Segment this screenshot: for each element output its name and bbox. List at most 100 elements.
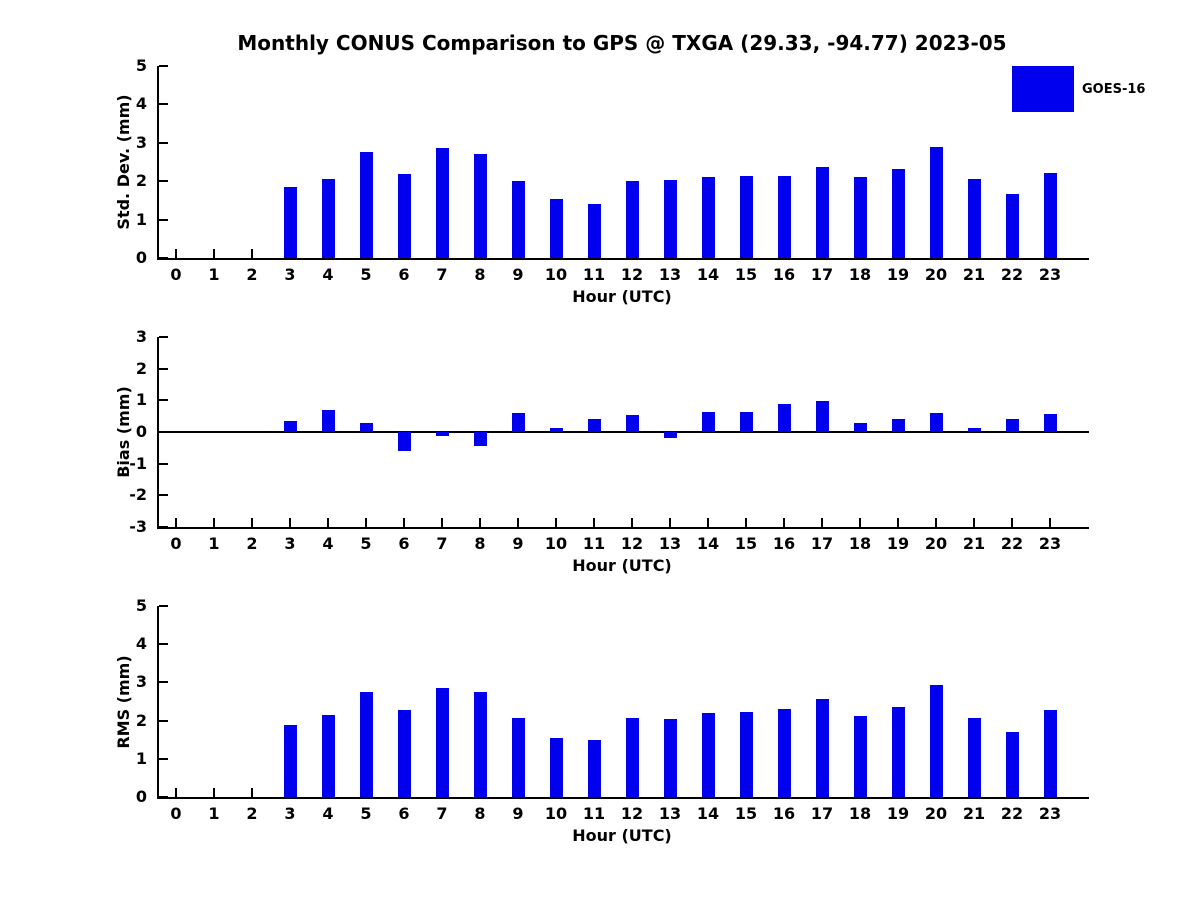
x-tick-label: 20: [924, 265, 948, 284]
bar-hour-6: [397, 173, 411, 258]
bar-hour-20: [929, 685, 943, 797]
x-tick-mark: [175, 249, 177, 258]
bar-hour-6: [397, 432, 411, 451]
x-tick-label: 5: [360, 265, 372, 284]
legend-swatch-goes-16: [1012, 66, 1074, 112]
bar-hour-13: [663, 718, 677, 797]
bar-hour-17: [815, 400, 829, 432]
bar-hour-16: [777, 403, 791, 432]
bar-hour-17: [815, 699, 829, 797]
x-tick-label: 10: [544, 265, 568, 284]
x-tick-mark: [175, 788, 177, 797]
x-axis-label-bias: Hour (UTC): [572, 556, 672, 575]
x-tick-label: 7: [436, 804, 448, 823]
x-axis-label-std-dev: Hour (UTC): [572, 287, 672, 306]
x-tick-label: 2: [246, 804, 258, 823]
x-tick-mark: [365, 518, 367, 527]
x-tick-label: 11: [582, 534, 606, 553]
bar-hour-13: [663, 432, 677, 438]
bar-hour-19: [891, 169, 905, 258]
x-tick-label: 17: [810, 265, 834, 284]
x-tick-label: 6: [398, 534, 410, 553]
x-tick-label: 23: [1038, 265, 1062, 284]
bar-hour-3: [283, 421, 297, 432]
y-tick-label: 0: [135, 422, 147, 441]
y-axis-label-rms: RMS (mm): [114, 655, 133, 749]
y-tick-label: 2: [135, 710, 147, 730]
bar-hour-9: [511, 717, 525, 797]
bar-hour-15: [739, 412, 753, 432]
x-tick-mark: [251, 788, 253, 797]
bar-hour-14: [701, 177, 715, 258]
x-tick-label: 16: [772, 534, 796, 553]
y-tick-label: 2: [135, 171, 147, 191]
x-tick-label: 0: [170, 804, 182, 823]
y-tick-mark: [159, 796, 168, 798]
x-tick-mark: [1011, 518, 1013, 527]
y-tick-label: 3: [135, 327, 147, 346]
bar-hour-4: [321, 178, 335, 258]
x-tick-mark: [289, 518, 291, 527]
y-tick-mark: [159, 103, 168, 106]
bar-hour-8: [473, 692, 487, 797]
x-tick-label: 11: [582, 265, 606, 284]
bar-hour-8: [473, 153, 487, 258]
bar-hour-18: [853, 176, 867, 258]
y-tick-label: 1: [135, 209, 147, 229]
bar-hour-10: [549, 427, 563, 432]
bar-hour-22: [1005, 732, 1019, 797]
y-tick-label: 5: [135, 56, 147, 75]
y-tick-mark: [159, 757, 168, 760]
bar-hour-10: [549, 199, 563, 258]
bar-hour-21: [967, 718, 981, 797]
y-tick-mark: [159, 65, 168, 67]
x-tick-mark: [631, 518, 633, 527]
y-tick-label: 1: [135, 748, 147, 768]
x-tick-label: 12: [620, 804, 644, 823]
x-tick-mark: [821, 518, 823, 527]
x-tick-mark: [251, 518, 253, 527]
bar-hour-19: [891, 707, 905, 797]
y-tick-mark: [159, 367, 168, 370]
y-tick-mark: [159, 399, 168, 402]
y-tick-mark: [159, 605, 168, 607]
zero-line: [159, 431, 1089, 433]
x-tick-mark: [327, 518, 329, 527]
x-tick-label: 23: [1038, 804, 1062, 823]
y-tick-mark: [159, 462, 168, 465]
bar-hour-14: [701, 712, 715, 797]
bar-hour-20: [929, 413, 943, 432]
x-tick-label: 22: [1000, 804, 1024, 823]
x-tick-label: 15: [734, 534, 758, 553]
y-tick-label: -2: [129, 485, 147, 505]
x-tick-mark: [859, 518, 861, 527]
plot-area-std-dev: 0 1 2 3 4 5 0 1 2 3 4 5 6 7 8 9 10 11 12 13 14 15 16 17 18 19 20 21…: [136, 56, 1089, 284]
x-tick-label: 13: [658, 804, 682, 823]
x-tick-label: 14: [696, 265, 720, 284]
x-tick-label: 7: [436, 265, 448, 284]
y-tick-mark: [159, 643, 168, 646]
x-tick-label: 5: [360, 804, 372, 823]
bar-hour-11: [587, 203, 601, 258]
x-tick-mark: [593, 518, 595, 527]
bar-hour-12: [625, 717, 639, 797]
y-tick-mark: [159, 526, 168, 528]
bar-hour-23: [1043, 172, 1057, 258]
x-tick-label: 3: [284, 534, 296, 553]
x-axis-label-rms: Hour (UTC): [572, 826, 672, 845]
x-tick-label: 18: [848, 804, 872, 823]
bar-hour-15: [739, 175, 753, 258]
x-tick-label: 3: [284, 804, 296, 823]
x-tick-label: 9: [512, 804, 524, 823]
x-tick-label: 14: [696, 534, 720, 553]
bar-hour-16: [777, 176, 791, 258]
x-tick-mark: [517, 518, 519, 527]
bar-hour-6: [397, 709, 411, 797]
bar-hour-12: [625, 414, 639, 432]
x-tick-label: 0: [170, 534, 182, 553]
x-tick-label: 3: [284, 265, 296, 284]
x-tick-mark: [783, 518, 785, 527]
x-tick-label: 13: [658, 265, 682, 284]
x-tick-label: 16: [772, 265, 796, 284]
